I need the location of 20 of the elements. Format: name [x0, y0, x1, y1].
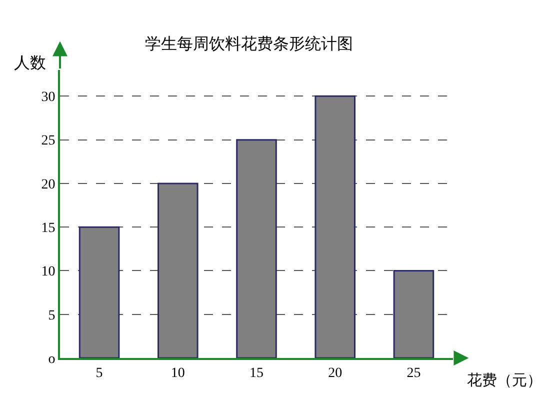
chart-title: 学生每周饮料花费条形统计图 [145, 35, 353, 53]
x-tick-label: 5 [96, 366, 103, 381]
x-tick-label: 15 [250, 366, 264, 381]
bar [158, 182, 198, 358]
y-tick-label: 10 [41, 264, 56, 280]
y-tick-label: 15 [41, 220, 56, 236]
bar [236, 139, 277, 358]
bar [78, 226, 120, 358]
y-tick-label: 30 [41, 90, 56, 106]
x-tick-label: 10 [170, 366, 185, 381]
bar [393, 270, 434, 358]
bar [314, 95, 356, 358]
x-tick-label: 20 [328, 366, 342, 381]
y-tick-label: 5 [48, 308, 56, 324]
x-axis-title: 花费（元） [467, 372, 542, 389]
y-tick-label: 25 [41, 134, 56, 149]
y-tick-label: 20 [41, 177, 56, 192]
y-axis-title: 人数 [14, 55, 46, 72]
y-tick-label: o [48, 352, 56, 367]
x-tick-label: 25 [406, 366, 421, 381]
